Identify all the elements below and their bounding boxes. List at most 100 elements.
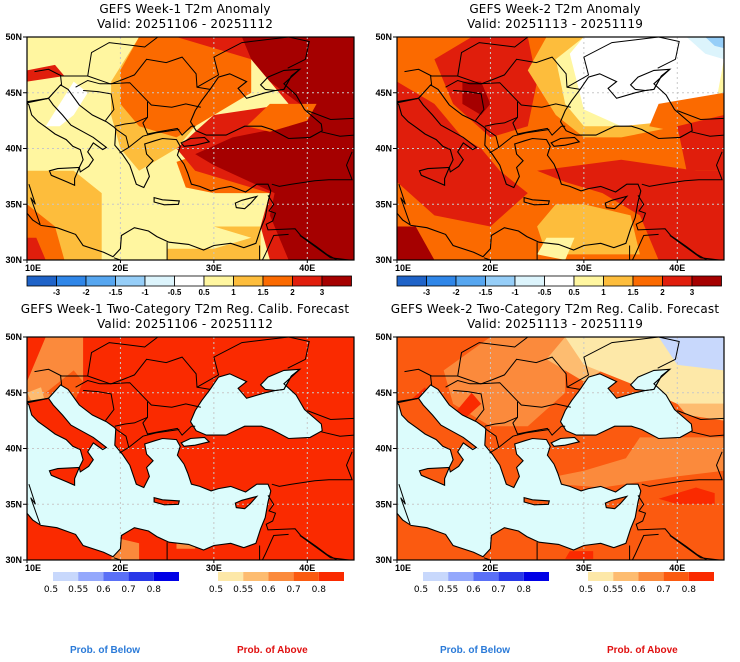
prob-below-caption: Prob. of Below [440, 645, 510, 656]
colorbar-label: -1 [511, 288, 519, 297]
sea-mask [190, 369, 323, 439]
colorbar-swatch [85, 275, 116, 287]
colorbar-label: 2 [290, 288, 295, 297]
country-border [484, 127, 500, 154]
colorbar-swatch [455, 275, 486, 287]
colorbar-label: 2 [660, 288, 665, 297]
anomaly-shading [120, 215, 252, 249]
colorbar-label: 0.55 [603, 585, 623, 595]
lon-tick-label: 20E [112, 563, 128, 573]
colorbar-swatch [632, 275, 663, 287]
country-border [657, 337, 680, 369]
lon-tick-label: 40E [299, 263, 315, 273]
country-border [457, 375, 571, 408]
panel-week2-anomaly: GEFS Week-2 T2m Anomaly Valid: 20251113 … [370, 0, 740, 330]
country-border [629, 533, 659, 560]
coastline [604, 195, 629, 210]
coastline [397, 384, 642, 558]
colorbar-swatch [573, 275, 604, 287]
country-border [259, 533, 289, 560]
anomaly-shading [397, 81, 528, 227]
country-border [512, 116, 566, 136]
colorbar-swatch [144, 275, 175, 287]
country-border [398, 484, 411, 525]
sea-mask [27, 384, 271, 557]
colorbar-swatch [396, 275, 427, 287]
country-border [641, 151, 723, 187]
country-border [484, 401, 518, 427]
colorbar-label: 0.6 [96, 585, 111, 595]
coastline [629, 68, 672, 92]
above-colorbar-swatch [218, 572, 244, 581]
lon-tick-label: 10E [25, 263, 41, 273]
colorbar-swatch [203, 275, 234, 287]
country-border [669, 235, 720, 260]
country-border [453, 390, 485, 421]
above-colorbar-swatch [318, 572, 344, 581]
country-border [114, 427, 130, 454]
country-border [641, 451, 723, 487]
sea-mask [260, 369, 300, 391]
above-colorbar-swatch [613, 572, 639, 581]
lat-tick-label: 40N [375, 444, 392, 454]
panel-week1-probability: GEFS Week-1 Two-Category T2m Reg. Calib.… [0, 300, 370, 630]
land-island [397, 398, 477, 472]
country-border [196, 37, 289, 88]
land-island [235, 496, 257, 509]
lat-tick-label: 35N [5, 499, 22, 509]
colorbar-swatch [485, 275, 516, 287]
colorbar-label: -2 [452, 288, 460, 297]
colorbar-label: 0.8 [682, 585, 697, 595]
lat-tick-label: 30N [375, 255, 392, 265]
probability-above-shading [565, 551, 594, 559]
anomaly-shading [195, 37, 354, 260]
lat-tick-label: 35N [375, 199, 392, 209]
above-colorbar-swatch [663, 572, 689, 581]
anomaly-shading [27, 237, 46, 260]
country-border [498, 129, 550, 148]
anomaly-shading [27, 64, 65, 82]
colorbar-label: 0.6 [631, 585, 646, 595]
probability-above-shading [658, 487, 715, 505]
panel-title: GEFS Week-1 Two-Category T2m Reg. Calib.… [20, 302, 350, 316]
colorbar-label: 0.5 [44, 585, 58, 595]
country-border [566, 37, 659, 88]
coastline [27, 97, 108, 173]
colorbar-label: 0.6 [466, 585, 481, 595]
lat-tick-label: 40N [375, 144, 392, 154]
colorbar-label: 0.5 [579, 585, 593, 595]
prob-above-caption: Prob. of Above [607, 645, 678, 656]
panel-valid-dates: Valid: 20251106 - 20251112 [96, 317, 274, 331]
country-border [28, 484, 41, 525]
country-border [287, 337, 310, 369]
lat-tick-label: 50N [5, 332, 22, 342]
coastline [153, 496, 181, 506]
colorbar-label: 0.6 [261, 585, 276, 595]
coastline [523, 196, 551, 206]
coastline [27, 84, 272, 258]
colorbar-label: 0.7 [121, 585, 135, 595]
colorbar-label: 0.5 [414, 585, 428, 595]
country-border [635, 195, 709, 260]
coastline [259, 368, 302, 392]
panel-week1-anomaly: GEFS Week-1 T2m Anomaly Valid: 20251106 … [0, 0, 370, 330]
anomaly-shading [705, 37, 724, 49]
country-border [87, 375, 201, 408]
anomaly-shading [677, 115, 724, 171]
lon-tick-label: 10E [395, 263, 411, 273]
above-colorbar-swatch [293, 572, 319, 581]
colorbar-label: 3 [320, 288, 325, 297]
country-border [34, 368, 62, 377]
below-colorbar-swatch [153, 572, 179, 581]
country-border [404, 368, 432, 377]
country-border [453, 90, 485, 121]
country-border [87, 75, 201, 108]
country-border [677, 410, 724, 421]
country-border [265, 495, 339, 560]
colorbar-swatch [662, 275, 693, 287]
lon-tick-label: 20E [112, 263, 128, 273]
colorbar-label: 0.8 [312, 585, 327, 595]
panel-title: GEFS Week-2 T2m Anomaly [469, 2, 641, 16]
